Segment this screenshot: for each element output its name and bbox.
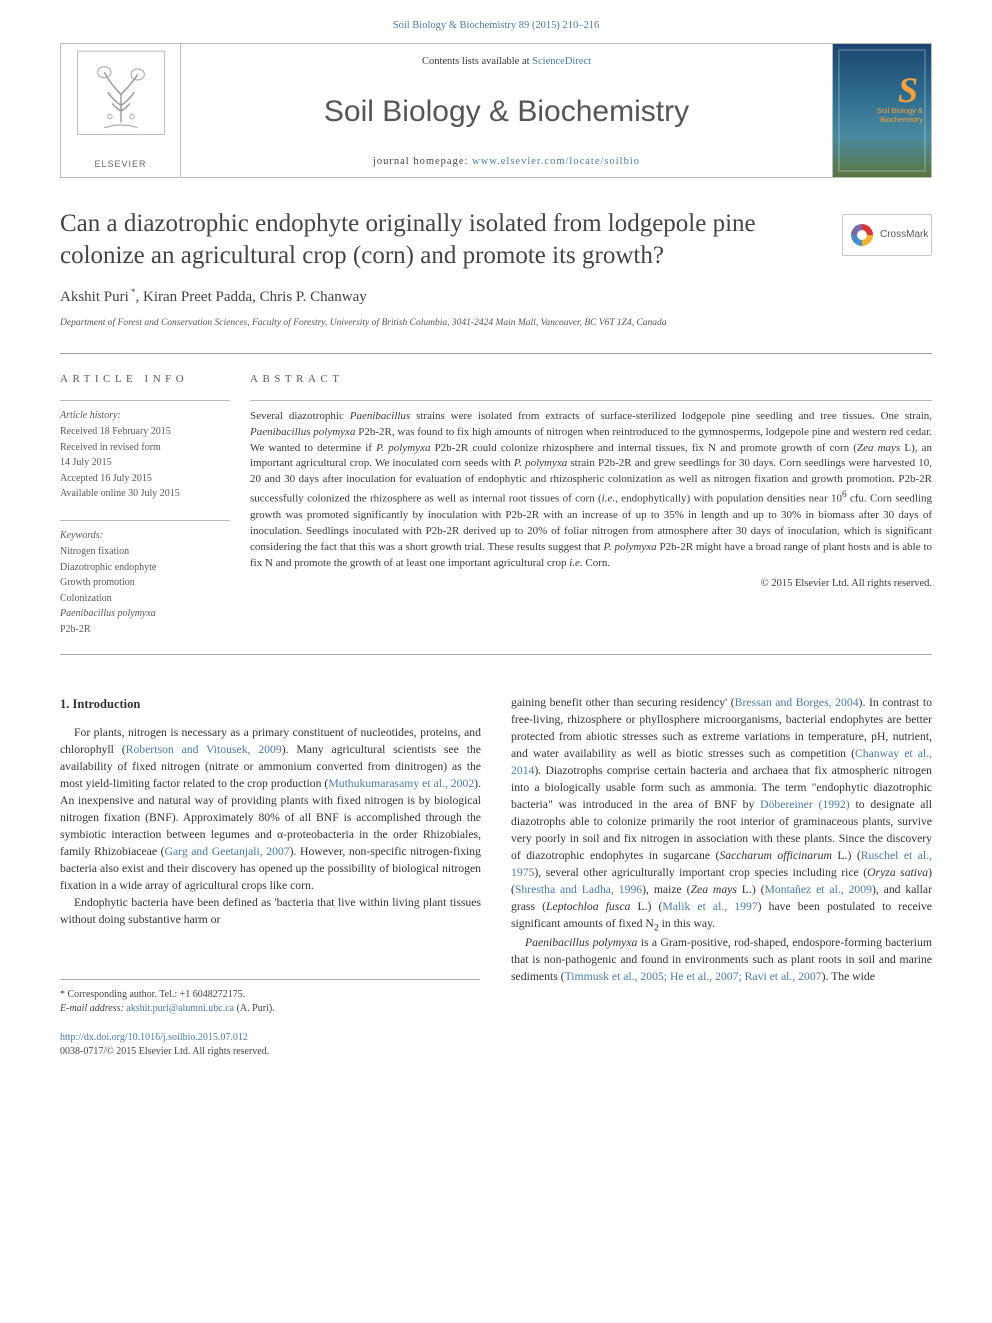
crossmark-badge[interactable]: CrossMark: [842, 214, 932, 256]
history-line: Received in revised form: [60, 441, 230, 456]
email-label: E-mail address:: [60, 1003, 126, 1014]
keyword: P2b-2R: [60, 623, 230, 638]
header-banner: ELSEVIER Contents lists available at Sci…: [60, 43, 932, 178]
keyword: Growth promotion: [60, 576, 230, 591]
issn-copyright: 0038-0717/© 2015 Elsevier Ltd. All right…: [60, 1045, 481, 1060]
intro-heading: 1. Introduction: [60, 695, 481, 713]
history-label: Article history:: [60, 409, 230, 424]
cover-title-text: Soil Biology &Biochemistry: [877, 106, 923, 124]
email-link[interactable]: akshit.puri@alumni.ubc.ca: [126, 1003, 234, 1014]
corresponding-author-block: * Corresponding author. Tel.: +1 6048272…: [60, 979, 480, 1017]
copyright-line: © 2015 Elsevier Ltd. All rights reserved…: [250, 576, 932, 591]
authors: Akshit Puri *, Kiran Preet Padda, Chris …: [60, 286, 932, 309]
abstract-heading: abstract: [250, 372, 932, 388]
publisher-name: ELSEVIER: [76, 158, 166, 171]
abstract-text: Several diazotrophic Paenibacillus strai…: [250, 409, 932, 572]
contents-line: Contents lists available at ScienceDirec…: [199, 54, 814, 69]
crossmark-icon: [849, 222, 875, 248]
history-line: Available online 30 July 2015: [60, 487, 230, 502]
affiliation: Department of Forest and Conservation Sc…: [60, 317, 932, 331]
elsevier-logo: ELSEVIER: [61, 44, 181, 177]
intro-p3: gaining benefit other than securing resi…: [511, 695, 932, 935]
keyword: Diazotrophic endophyte: [60, 561, 230, 576]
citation-link[interactable]: Soil Biology & Biochemistry 89 (2015) 21…: [393, 20, 600, 31]
title-block: CrossMark Can a diazotrophic endophyte o…: [60, 186, 932, 339]
doi-block: http://dx.doi.org/10.1016/j.soilbio.2015…: [60, 1031, 481, 1060]
intro-p4: Paenibacillus polymyxa is a Gram-positiv…: [511, 935, 932, 986]
email-suffix: (A. Puri).: [234, 1003, 275, 1014]
doi-link[interactable]: http://dx.doi.org/10.1016/j.soilbio.2015…: [60, 1032, 248, 1043]
homepage-link[interactable]: www.elsevier.com/locate/soilbio: [472, 156, 640, 167]
history-line: Received 18 February 2015: [60, 425, 230, 440]
sciencedirect-link[interactable]: ScienceDirect: [532, 56, 591, 67]
history-line: Accepted 16 July 2015: [60, 472, 230, 487]
crossmark-text: CrossMark: [880, 228, 928, 243]
banner-center: Contents lists available at ScienceDirec…: [181, 44, 833, 177]
abstract-column: abstract Several diazotrophic Paenibacil…: [250, 372, 932, 638]
intro-p2: Endophytic bacteria have been defined as…: [60, 895, 481, 929]
article-info-heading: article info: [60, 372, 230, 388]
history-line: 14 July 2015: [60, 456, 230, 471]
keywords-list: Nitrogen fixationDiazotrophic endophyteG…: [60, 545, 230, 637]
history-list: Received 18 February 2015Received in rev…: [60, 425, 230, 502]
homepage-prefix: journal homepage:: [373, 156, 472, 167]
contents-prefix: Contents lists available at: [422, 56, 532, 67]
citation-line: Soil Biology & Biochemistry 89 (2015) 21…: [0, 0, 992, 43]
keywords-label: Keywords:: [60, 529, 230, 544]
article-title: Can a diazotrophic endophyte originally …: [60, 208, 830, 272]
journal-cover-thumbnail: S Soil Biology &Biochemistry: [833, 44, 931, 177]
intro-p1: For plants, nitrogen is necessary as a p…: [60, 725, 481, 895]
homepage-line: journal homepage: www.elsevier.com/locat…: [199, 154, 814, 169]
article-info-column: article info Article history: Received 1…: [60, 372, 250, 638]
info-abstract-row: article info Article history: Received 1…: [60, 354, 932, 638]
journal-name: Soil Biology & Biochemistry: [199, 90, 814, 134]
body-col-left: 1. Introduction For plants, nitrogen is …: [60, 695, 481, 1060]
corresponding-line: * Corresponding author. Tel.: +1 6048272…: [60, 988, 480, 1003]
elsevier-tree-icon: [76, 50, 166, 150]
body-col-right: gaining benefit other than securing resi…: [511, 695, 932, 1060]
body-columns: 1. Introduction For plants, nitrogen is …: [60, 655, 932, 1060]
keyword: Paenibacillus polymyxa: [60, 607, 230, 622]
keyword: Colonization: [60, 592, 230, 607]
keyword: Nitrogen fixation: [60, 545, 230, 560]
